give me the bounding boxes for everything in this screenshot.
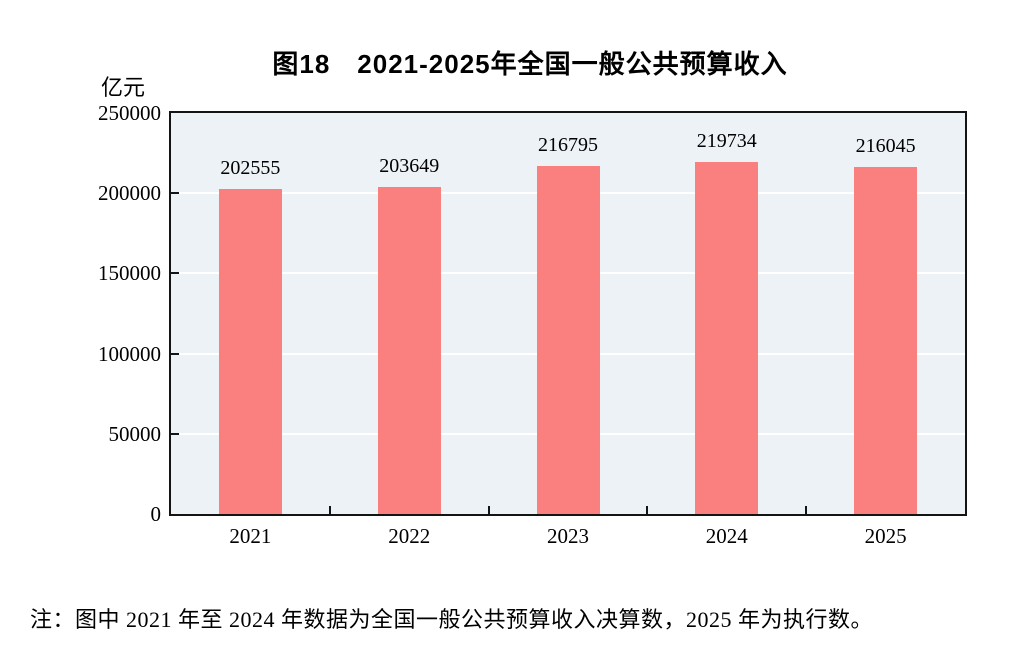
- y-axis-tick-label: 0: [150, 502, 162, 526]
- bar-value-label: 216045: [855, 135, 916, 158]
- y-axis-tick-label: 100000: [98, 341, 161, 366]
- y-axis-tick-label: 200000: [98, 181, 161, 206]
- y-axis-tick-mark: [171, 352, 179, 355]
- bar-value-label: 202555: [220, 157, 281, 180]
- bar: [695, 161, 759, 514]
- y-axis-tick-label: 50000: [108, 421, 162, 446]
- x-axis-tick-label: 2021: [229, 524, 272, 548]
- x-axis-tick-mark: [805, 506, 808, 514]
- footnote: 注：图中 2021 年至 2024 年数据为全国一般公共预算收入决算数，2025…: [30, 607, 874, 632]
- y-axis-tick-mark: [171, 432, 179, 435]
- x-axis-tick-label: 2022: [388, 524, 431, 548]
- bar-value-label: 203649: [379, 155, 440, 178]
- y-axis-tick-mark: [171, 192, 179, 195]
- y-axis-tick-label: 150000: [98, 261, 161, 286]
- chart-title: 图18 2021-2025年全国一般公共预算收入: [272, 49, 788, 79]
- y-axis-tick-mark: [171, 272, 179, 275]
- y-axis-tick-label: 250000: [98, 101, 161, 125]
- x-axis-tick-mark: [328, 506, 331, 514]
- bar: [536, 166, 600, 514]
- bar: [854, 167, 918, 514]
- x-axis-tick-label: 2024: [705, 524, 748, 548]
- y-axis-unit-label: 亿元: [101, 75, 146, 100]
- bar-value-label: 216795: [538, 134, 598, 157]
- bar: [377, 187, 441, 514]
- x-axis-tick-mark: [487, 506, 490, 514]
- x-axis-tick-label: 2025: [864, 524, 907, 548]
- plot-area: 202555 203649 216795 219734 216045: [169, 111, 967, 516]
- x-axis-tick-label: 2023: [546, 524, 589, 548]
- x-axis-tick-mark: [646, 506, 649, 514]
- bar: [218, 189, 282, 514]
- bar-value-label: 219734: [696, 129, 757, 152]
